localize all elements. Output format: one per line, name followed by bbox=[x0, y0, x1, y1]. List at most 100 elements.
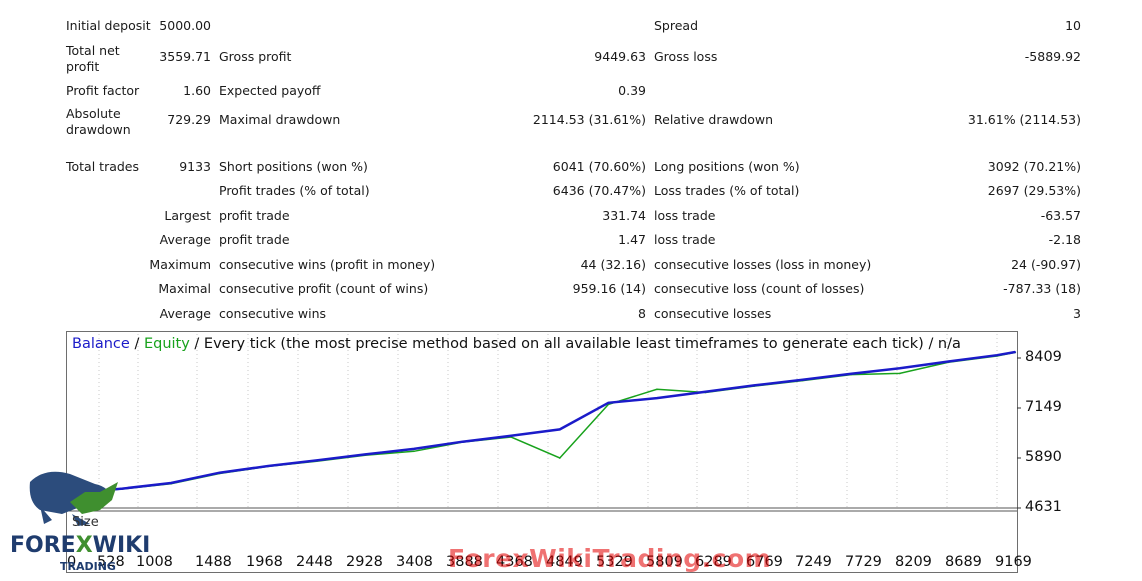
point-balance bbox=[170, 482, 172, 484]
report-row-10-v3: 3 bbox=[1073, 306, 1081, 321]
size-pane-label: Size bbox=[72, 515, 99, 530]
x-tick-label: 7729 bbox=[845, 554, 882, 570]
x-tick-label: 1968 bbox=[246, 554, 283, 570]
y-tick-label: 8409 bbox=[1025, 349, 1062, 365]
x-tick-label: 6289 bbox=[695, 554, 732, 570]
report-row-4-c2: Short positions (won %) bbox=[219, 159, 368, 174]
x-tick-label: 2928 bbox=[346, 554, 383, 570]
x-tick-label: 528 bbox=[97, 554, 125, 570]
report-row-5-c2: Profit trades (% of total) bbox=[219, 183, 370, 198]
x-tick-label: 8689 bbox=[945, 554, 982, 570]
report-row-6-v2: 331.74 bbox=[602, 208, 646, 223]
point-balance bbox=[899, 367, 901, 370]
point-balance bbox=[607, 402, 610, 404]
point-balance bbox=[121, 487, 124, 490]
report-row-3-c2: Maximal drawdown bbox=[219, 112, 341, 127]
point-balance bbox=[218, 471, 221, 474]
report-row-1-c3: Gross loss bbox=[654, 49, 718, 64]
point-balance bbox=[996, 354, 998, 356]
x-tick-label: 4368 bbox=[496, 554, 533, 570]
report-row-10-v1: Average bbox=[159, 306, 211, 321]
report-row-1-v3: -5889.92 bbox=[1024, 49, 1081, 64]
forexwiki-logo: FOREXWIKI TRADING bbox=[10, 471, 150, 573]
y-tick-label: 4631 bbox=[1025, 499, 1062, 515]
report-row-6-c3: loss trade bbox=[654, 208, 716, 223]
report-row-9-v3: -787.33 (18) bbox=[1003, 281, 1081, 296]
legend-sep: / bbox=[129, 336, 144, 352]
balance-chart bbox=[66, 331, 1018, 573]
point-balance bbox=[413, 448, 415, 450]
report-row-7-v1: Average bbox=[159, 232, 211, 247]
report-row-6-v1: Largest bbox=[164, 208, 211, 223]
point-balance bbox=[558, 428, 561, 431]
report-row-8-v1: Maximum bbox=[149, 257, 211, 272]
report-row-8-v2: 44 (32.16) bbox=[580, 257, 646, 272]
point-equity bbox=[558, 457, 561, 459]
chart-legend: Balance / Equity / Every tick (the most … bbox=[72, 336, 961, 352]
x-tick-label: 6769 bbox=[746, 554, 783, 570]
point-balance bbox=[1014, 351, 1017, 353]
point-balance bbox=[947, 360, 950, 363]
report-row-6-c2: profit trade bbox=[219, 208, 290, 223]
report-row-2-c2: Expected payoff bbox=[219, 83, 321, 98]
series-line-balance bbox=[68, 350, 1016, 495]
report-row-3-v2: 2114.53 (31.61%) bbox=[532, 112, 646, 127]
point-balance bbox=[801, 378, 804, 381]
point-balance bbox=[461, 440, 464, 443]
report-row-1-v2: 9449.63 bbox=[594, 49, 646, 64]
report-row-1-c2: Gross profit bbox=[219, 49, 292, 64]
series-line-equity bbox=[68, 351, 1016, 495]
report-row-7-c2: profit trade bbox=[219, 232, 290, 247]
legend-balance: Balance bbox=[72, 336, 130, 352]
report-row-3-c3: Relative drawdown bbox=[654, 112, 774, 127]
report-row-5-v3: 2697 (29.53%) bbox=[987, 183, 1081, 198]
point-equity bbox=[899, 372, 901, 375]
report-row-9-v1: Maximal bbox=[158, 281, 211, 296]
x-tick-label: 4849 bbox=[546, 554, 583, 570]
point-balance bbox=[364, 453, 367, 456]
report-row-4-v1: 9133 bbox=[179, 159, 211, 174]
point-balance bbox=[510, 434, 512, 437]
point-balance bbox=[753, 384, 755, 387]
report-row-4-c1: Total trades bbox=[66, 159, 140, 174]
y-tick-label: 7149 bbox=[1025, 399, 1062, 415]
report-row-9-c2: consecutive profit (count of wins) bbox=[219, 281, 429, 296]
point-equity bbox=[656, 388, 658, 391]
x-tick-label: 3888 bbox=[446, 554, 483, 570]
report-row-3-c1: Absolute drawdown bbox=[66, 106, 131, 137]
report-row-5-c3: Loss trades (% of total) bbox=[654, 183, 800, 198]
report-row-8-c2: consecutive wins (profit in money) bbox=[219, 257, 436, 272]
point-balance bbox=[850, 373, 853, 375]
report-row-3-v1: 729.29 bbox=[167, 112, 211, 127]
x-tick-label: 3408 bbox=[396, 554, 433, 570]
report-row-9-c3: consecutive loss (count of losses) bbox=[654, 281, 865, 296]
x-tick-label: 5329 bbox=[596, 554, 633, 570]
report-row-10-c2: consecutive wins bbox=[219, 306, 327, 321]
report-row-4-v3: 3092 (70.21%) bbox=[987, 159, 1081, 174]
report-row-8-v3: 24 (-90.97) bbox=[1011, 257, 1081, 272]
report-row-2-v1: 1.60 bbox=[183, 83, 211, 98]
x-tick-label: 9169 bbox=[995, 554, 1032, 570]
point-balance bbox=[704, 390, 707, 393]
report-row-7-v3: -2.18 bbox=[1048, 232, 1081, 247]
report-row-8-c3: consecutive losses (loss in money) bbox=[654, 257, 872, 272]
report-row-2-v2: 0.39 bbox=[618, 83, 646, 98]
report-row-10-v2: 8 bbox=[638, 306, 646, 321]
x-tick-label: 1008 bbox=[136, 554, 173, 570]
report-row-1-v1: 3559.71 bbox=[159, 49, 211, 64]
x-tick-label: 7249 bbox=[795, 554, 832, 570]
report-row-0-c3: Spread bbox=[654, 18, 699, 33]
report-row-6-v3: -63.57 bbox=[1040, 208, 1081, 223]
report-row-1-c1: Total net profit bbox=[66, 43, 120, 74]
report-row-4-c3: Long positions (won %) bbox=[654, 159, 800, 174]
report-row-9-v2: 959.16 (14) bbox=[572, 281, 646, 296]
report-row-0-v1: 5000.00 bbox=[159, 18, 211, 33]
x-tick-label: 5809 bbox=[646, 554, 683, 570]
logo-subtext: TRADING bbox=[60, 560, 116, 573]
report-row-3-v3: 31.61% (2114.53) bbox=[967, 112, 1081, 127]
x-tick-label: 2448 bbox=[296, 554, 333, 570]
point-equity bbox=[413, 450, 415, 453]
logo-text: FOREXWIKI bbox=[10, 533, 150, 558]
x-tick-label: 1488 bbox=[195, 554, 232, 570]
